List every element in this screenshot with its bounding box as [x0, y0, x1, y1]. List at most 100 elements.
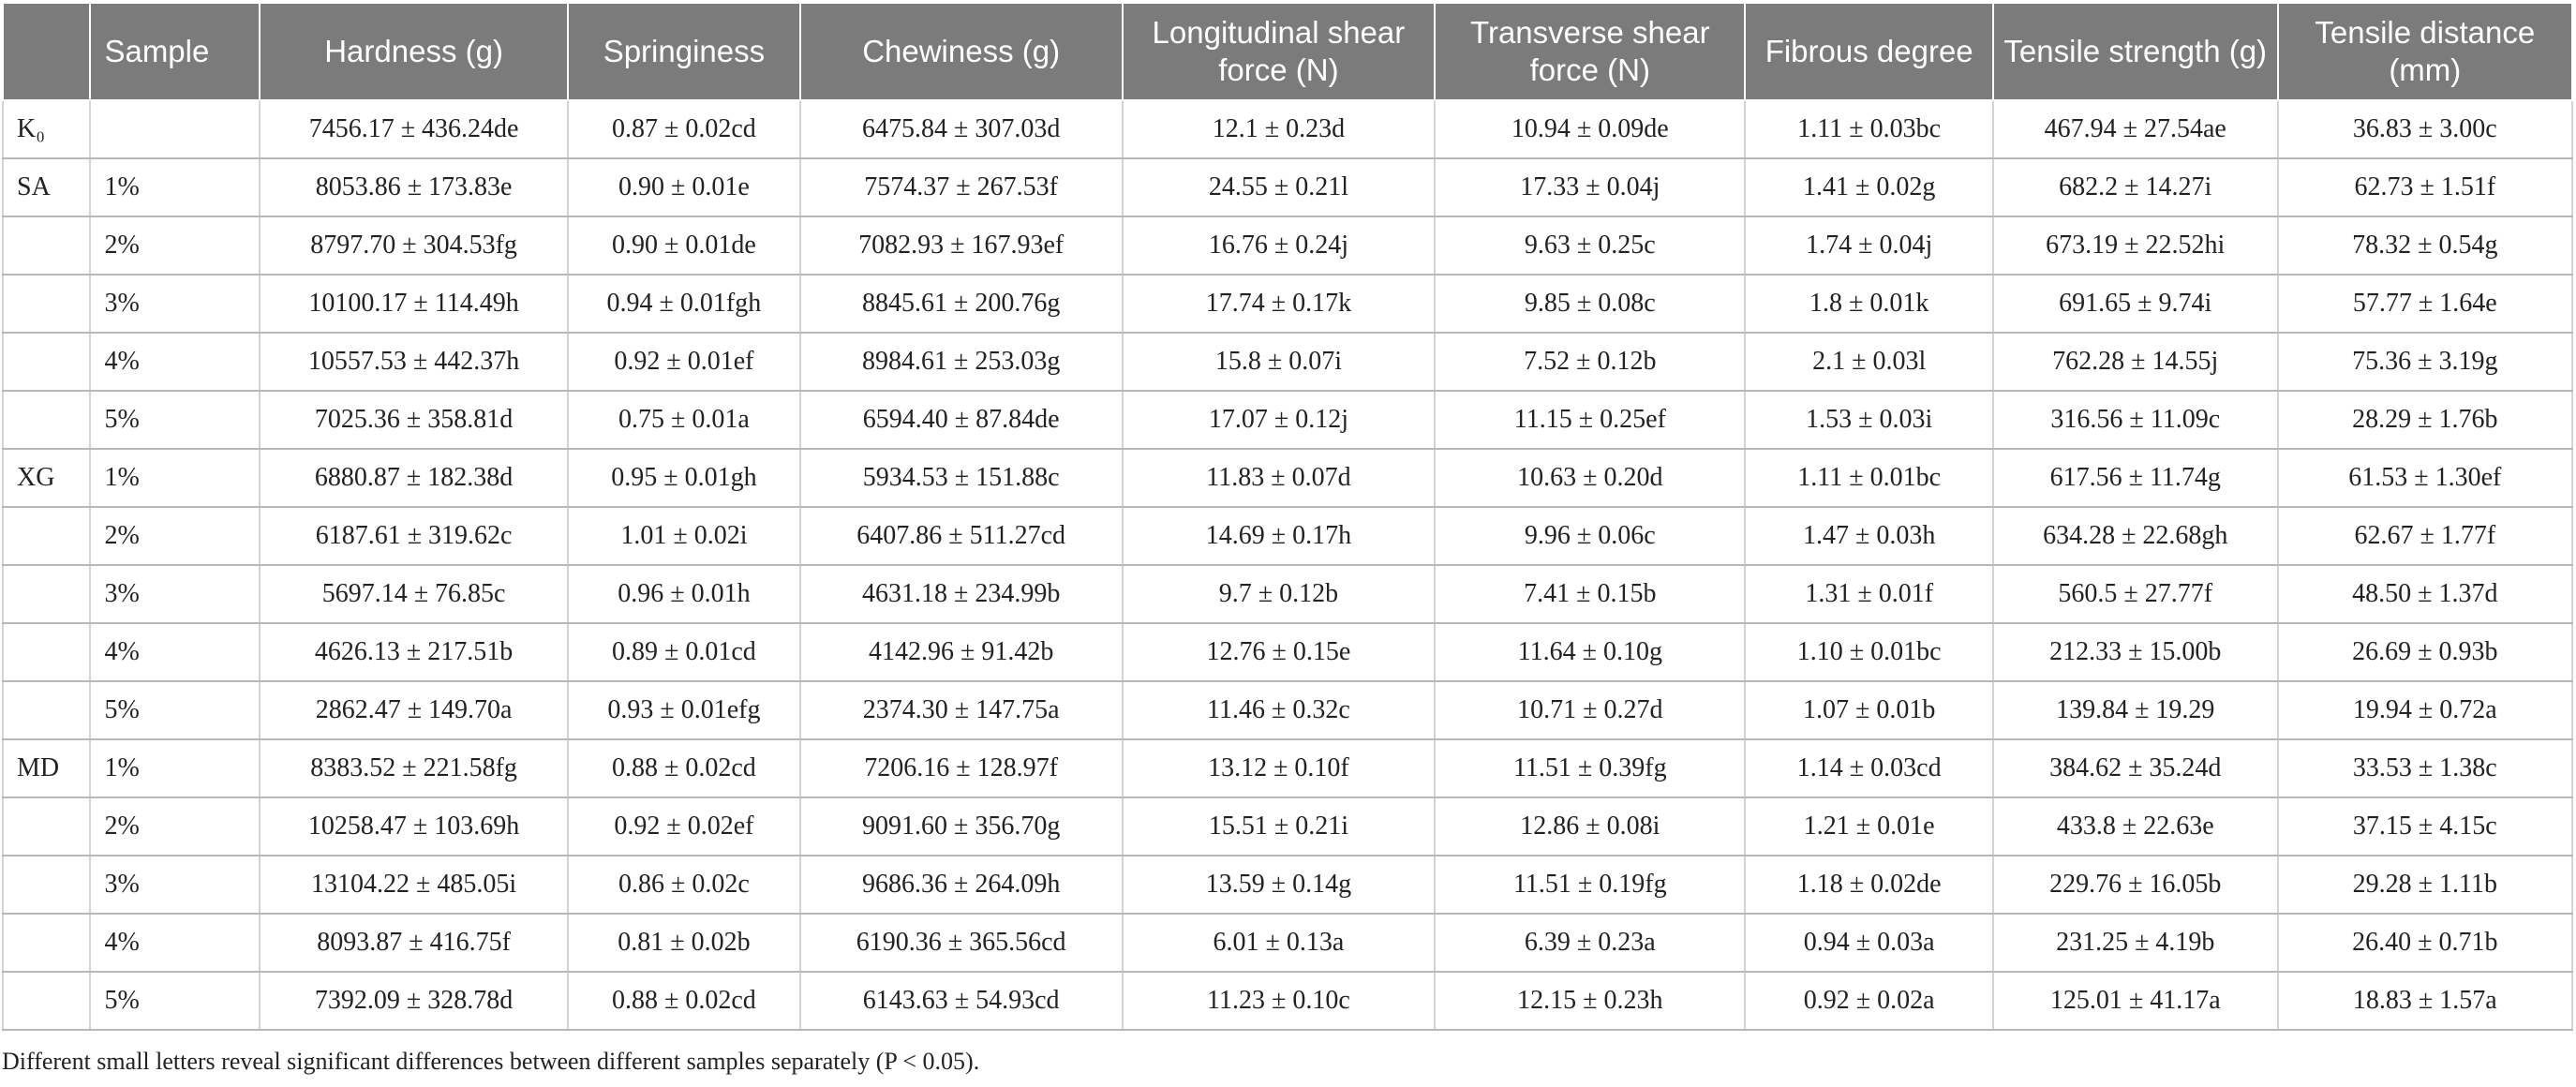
value-cell: 6594.40 ± 87.84de — [799, 391, 1124, 450]
table-row: 4% 8093.87 ± 416.75f 0.81 ± 0.02b 6190.36 ±… — [1, 914, 2574, 973]
table-row: 5% 2862.47 ± 149.70a 0.93 ± 0.01efg 2374.30… — [1, 681, 2574, 740]
group-cell — [1, 391, 92, 450]
group-cell — [1, 972, 92, 1031]
value-cell: 316.56 ± 11.09c — [1992, 391, 2279, 450]
value-cell: 1.11 ± 0.03bc — [1745, 100, 1994, 159]
value-cell: 1.14 ± 0.03cd — [1745, 739, 1994, 798]
value-cell: 36.83 ± 3.00c — [2277, 100, 2574, 159]
value-cell: 0.87 ± 0.02cd — [568, 100, 801, 159]
value-cell: 1.10 ± 0.01bc — [1745, 623, 1994, 682]
group-cell — [1, 914, 92, 973]
value-cell: 8984.61 ± 253.03g — [799, 333, 1124, 392]
header-cell-tensile-distance: Tensile distance (mm) — [2276, 2, 2574, 101]
concentration-cell: 1% — [90, 739, 261, 798]
concentration-cell: 3% — [90, 275, 261, 334]
concentration-cell — [90, 100, 261, 159]
value-cell: 7025.36 ± 358.81d — [259, 391, 570, 450]
value-cell: 9.7 ± 0.12b — [1122, 565, 1437, 624]
header-cell-sample: Sample — [89, 2, 261, 101]
header-cell-transverse-shear: Transverse shear force (N) — [1434, 2, 1747, 101]
value-cell: 12.1 ± 0.23d — [1122, 100, 1437, 159]
value-cell: 8383.52 ± 221.58fg — [259, 739, 570, 798]
table-row: 5% 7025.36 ± 358.81d 0.75 ± 0.01a 6594.40 ±… — [1, 391, 2574, 450]
value-cell: 10100.17 ± 114.49h — [259, 275, 570, 334]
table-row: XG 1% 6880.87 ± 182.38d 0.95 ± 0.01gh 5934.5… — [1, 449, 2574, 508]
concentration-cell: 2% — [90, 216, 261, 275]
value-cell: 16.76 ± 0.24j — [1122, 216, 1437, 275]
value-cell: 2374.30 ± 147.75a — [799, 681, 1124, 740]
group-cell — [1, 565, 92, 624]
group-cell — [1, 216, 92, 275]
value-cell: 18.83 ± 1.57a — [2277, 972, 2574, 1031]
concentration-cell: 5% — [90, 391, 261, 450]
value-cell: 10.63 ± 0.20d — [1435, 449, 1747, 508]
value-cell: 19.94 ± 0.72a — [2277, 681, 2574, 740]
value-cell: 0.94 ± 0.01fgh — [568, 275, 801, 334]
value-cell: 9091.60 ± 356.70g — [799, 797, 1124, 856]
value-cell: 1.8 ± 0.01k — [1745, 275, 1994, 334]
value-cell: 4626.13 ± 217.51b — [259, 623, 570, 682]
value-cell: 0.90 ± 0.01de — [568, 216, 801, 275]
value-cell: 62.73 ± 1.51f — [2277, 158, 2574, 217]
value-cell: 26.40 ± 0.71b — [2277, 914, 2574, 973]
value-cell: 691.65 ± 9.74i — [1992, 275, 2279, 334]
value-cell: 5697.14 ± 76.85c — [259, 565, 570, 624]
value-cell: 139.84 ± 19.29 — [1992, 681, 2279, 740]
value-cell: 0.90 ± 0.01e — [568, 158, 801, 217]
value-cell: 7392.09 ± 328.78d — [259, 972, 570, 1031]
value-cell: 17.74 ± 0.17k — [1122, 275, 1437, 334]
value-cell: 11.51 ± 0.39fg — [1435, 739, 1747, 798]
value-cell: 28.29 ± 1.76b — [2277, 391, 2574, 450]
value-cell: 6187.61 ± 319.62c — [259, 507, 570, 566]
value-cell: 762.28 ± 14.55j — [1992, 333, 2279, 392]
value-cell: 10557.53 ± 442.37h — [259, 333, 570, 392]
table-row: 4% 10557.53 ± 442.37h 0.92 ± 0.01ef 8984.61… — [1, 333, 2574, 392]
value-cell: 0.88 ± 0.02cd — [568, 972, 801, 1031]
value-cell: 0.94 ± 0.03a — [1745, 914, 1994, 973]
table-row: 5% 7392.09 ± 328.78d 0.88 ± 0.02cd 6143.63 … — [1, 972, 2574, 1031]
header-cell-springiness: Springiness — [567, 2, 801, 101]
table-row: 2% 8797.70 ± 304.53fg 0.90 ± 0.01de 7082.93… — [1, 216, 2574, 275]
value-cell: 6.01 ± 0.13a — [1122, 914, 1437, 973]
value-cell: 9686.36 ± 264.09h — [799, 856, 1124, 915]
header-cell-tensile-strength: Tensile strength (g) — [1991, 2, 2279, 101]
value-cell: 29.28 ± 1.11b — [2277, 856, 2574, 915]
data-table: Sample Hardness (g) Springiness Chewines… — [1, 2, 2574, 1031]
value-cell: 57.77 ± 1.64e — [2277, 275, 2574, 334]
value-cell: 0.93 ± 0.01efg — [568, 681, 801, 740]
value-cell: 2.1 ± 0.03l — [1745, 333, 1994, 392]
value-cell: 0.92 ± 0.01ef — [568, 333, 801, 392]
value-cell: 125.01 ± 41.17a — [1992, 972, 2279, 1031]
value-cell: 12.76 ± 0.15e — [1122, 623, 1437, 682]
value-cell: 1.07 ± 0.01b — [1745, 681, 1994, 740]
value-cell: 24.55 ± 0.21l — [1122, 158, 1437, 217]
value-cell: 6190.36 ± 365.56cd — [799, 914, 1124, 973]
value-cell: 11.83 ± 0.07d — [1122, 449, 1437, 508]
value-cell: 8093.87 ± 416.75f — [259, 914, 570, 973]
value-cell: 2862.47 ± 149.70a — [259, 681, 570, 740]
value-cell: 0.75 ± 0.01a — [568, 391, 801, 450]
value-cell: 6475.84 ± 307.03d — [799, 100, 1124, 159]
value-cell: 673.19 ± 22.52hi — [1992, 216, 2279, 275]
value-cell: 6143.63 ± 54.93cd — [799, 972, 1124, 1031]
value-cell: 11.23 ± 0.10c — [1122, 972, 1437, 1031]
table-row: 4% 4626.13 ± 217.51b 0.89 ± 0.01cd 4142.96 … — [1, 623, 2574, 682]
value-cell: 9.85 ± 0.08c — [1435, 275, 1747, 334]
value-cell: 1.41 ± 0.02g — [1745, 158, 1994, 217]
value-cell: 7082.93 ± 167.93ef — [799, 216, 1124, 275]
value-cell: 17.33 ± 0.04j — [1435, 158, 1747, 217]
group-cell: SA — [1, 158, 92, 217]
value-cell: 231.25 ± 4.19b — [1992, 914, 2279, 973]
table-row: MD 1% 8383.52 ± 221.58fg 0.88 ± 0.02cd 7206.… — [1, 739, 2574, 798]
value-cell: 11.15 ± 0.25ef — [1435, 391, 1747, 450]
value-cell: 0.86 ± 0.02c — [568, 856, 801, 915]
value-cell: 0.89 ± 0.01cd — [568, 623, 801, 682]
value-cell: 1.01 ± 0.02i — [568, 507, 801, 566]
value-cell: 0.96 ± 0.01h — [568, 565, 801, 624]
value-cell: 0.81 ± 0.02b — [568, 914, 801, 973]
value-cell: 682.2 ± 14.27i — [1992, 158, 2279, 217]
value-cell: 62.67 ± 1.77f — [2277, 507, 2574, 566]
value-cell: 1.31 ± 0.01f — [1745, 565, 1994, 624]
value-cell: 1.74 ± 0.04j — [1745, 216, 1994, 275]
table-row: 2% 10258.47 ± 103.69h 0.92 ± 0.02ef 9091.60… — [1, 797, 2574, 856]
